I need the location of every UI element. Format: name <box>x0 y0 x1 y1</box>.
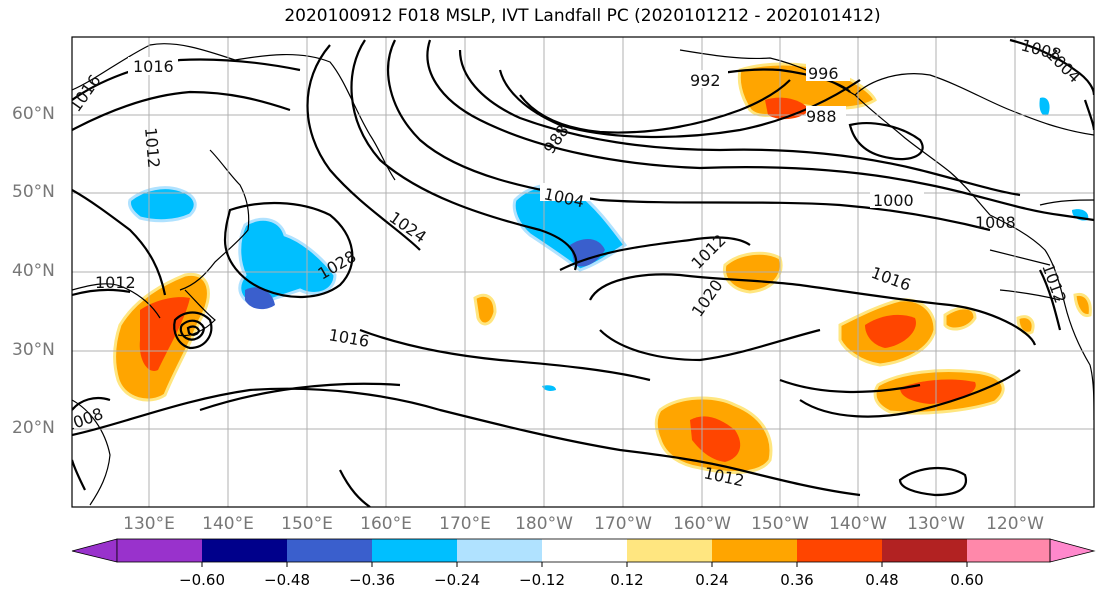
contour-label: 1008 <box>975 213 1016 232</box>
colorbar-bin <box>967 539 1050 562</box>
lat-label-50n: 50°N <box>12 182 55 202</box>
lon-label-140e: 140°E <box>202 514 254 534</box>
contour-label: 1016 <box>133 57 174 76</box>
contour-label: 992 <box>690 71 721 90</box>
colorbar-tick-label: −0.60 <box>179 571 225 589</box>
colorbar-bin <box>457 539 542 562</box>
lon-label-170w: 170°W <box>594 514 652 534</box>
mslp-contours <box>72 38 1094 507</box>
lon-label-170e: 170°E <box>439 514 491 534</box>
lon-label-150w: 150°W <box>751 514 809 534</box>
colorbar-tick-label: 0.24 <box>695 571 729 589</box>
map-title: 2020100912 F018 MSLP, IVT Landfall PC (2… <box>284 6 881 26</box>
contour-label: 1000 <box>873 191 914 210</box>
contour-label: 988 <box>806 107 837 126</box>
lon-label-130w: 130°W <box>907 514 965 534</box>
colorbar-tick-label: 0.12 <box>610 571 644 589</box>
lon-label-180w: 180°W <box>515 514 573 534</box>
colorbar-bin <box>712 539 797 562</box>
colorbar-bin <box>882 539 967 562</box>
colorbar-tick-label: 0.36 <box>780 571 814 589</box>
colorbar-bin <box>287 539 372 562</box>
colorbar-bin <box>202 539 287 562</box>
contour-label: 1012 <box>95 273 136 292</box>
lat-label-20n: 20°N <box>12 418 55 438</box>
colorbar-tick-label: 0.48 <box>865 571 899 589</box>
lon-label-130e: 130°E <box>123 514 175 534</box>
lon-label-150e: 150°E <box>281 514 333 534</box>
lon-label-120w: 120°W <box>986 514 1044 534</box>
lon-label-160e: 160°E <box>360 514 412 534</box>
colorbar-tick-label: −0.36 <box>349 571 395 589</box>
colorbar-tick-label: 0.60 <box>950 571 984 589</box>
colorbar-bin <box>542 539 627 562</box>
ivt-positive-shading <box>113 62 1092 474</box>
map-panel: 1016 1016 1012 992 996 988 988 1004 1000… <box>72 37 1094 507</box>
colorbar-bin <box>372 539 457 562</box>
map-frame <box>71 36 1095 508</box>
colorbar <box>71 538 1096 567</box>
lat-label-60n: 60°N <box>12 104 55 124</box>
colorbar-min-extend <box>71 538 118 563</box>
lat-label-30n: 30°N <box>12 340 55 360</box>
coastlines <box>72 43 1094 506</box>
lat-label-40n: 40°N <box>12 261 55 281</box>
contour-label: 996 <box>808 64 839 83</box>
colorbar-bin <box>117 539 202 562</box>
colorbar-tick-label: −0.48 <box>264 571 310 589</box>
lon-label-140w: 140°W <box>829 514 887 534</box>
contour-label: 1012 <box>141 127 163 169</box>
colorbar-bin <box>627 539 712 562</box>
colorbar-tick-label: −0.12 <box>519 571 565 589</box>
colorbar-max-extend <box>1049 538 1096 563</box>
colorbar-bin <box>797 539 882 562</box>
lon-label-160w: 160°W <box>673 514 731 534</box>
colorbar-tick-label: −0.24 <box>434 571 480 589</box>
